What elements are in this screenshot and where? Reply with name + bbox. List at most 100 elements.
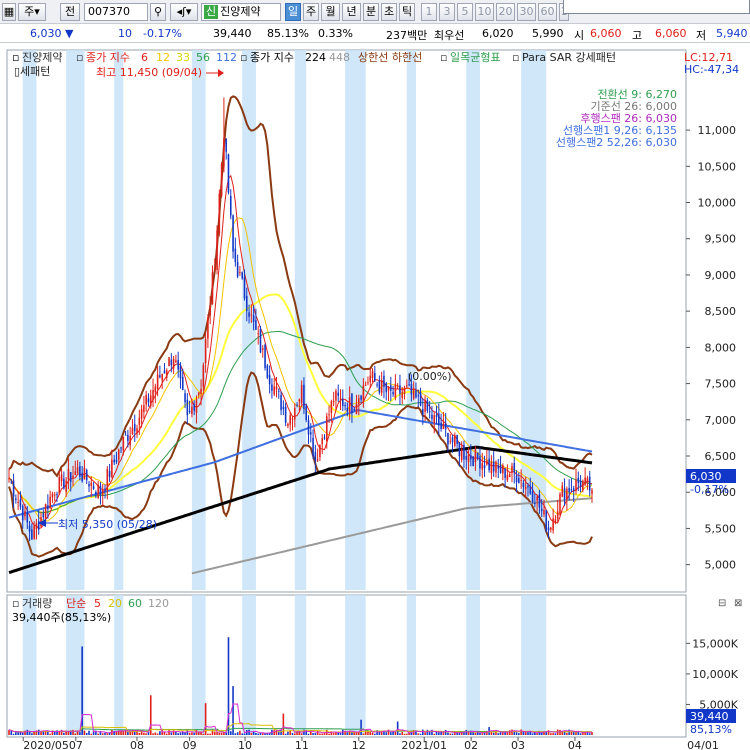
volume-bar (309, 730, 312, 735)
price-change: 10 (118, 27, 132, 40)
interval-3[interactable]: 3 (439, 3, 455, 21)
candle-body (419, 392, 422, 406)
candle-body (495, 461, 497, 473)
current-price: 6,030 ▼ (30, 27, 74, 40)
volume-bar (195, 730, 198, 735)
volume-bar (268, 732, 271, 735)
candle-body (37, 521, 40, 530)
collapse-icon[interactable]: ⊟ (718, 598, 726, 609)
vol-legend-label[interactable]: 거래량 (22, 597, 52, 610)
volume-bar (170, 732, 173, 735)
volume-bar (456, 731, 458, 735)
close-icon[interactable]: ⊠ (734, 598, 742, 609)
search-icon[interactable]: ⚲ (150, 3, 166, 21)
volume-bar (65, 731, 67, 735)
legend-ma-label[interactable]: 종가 지수 (86, 51, 130, 64)
volume-bar (305, 730, 308, 735)
candle-body (303, 384, 305, 410)
candle-body (463, 444, 465, 460)
legend-sar-label[interactable]: Para SAR 강세패턴 (522, 51, 616, 64)
vol-ma-5: 5 (94, 597, 101, 610)
legend-ma-224: 224 (305, 51, 326, 64)
candle-body (12, 480, 15, 497)
tab-period-month[interactable]: 월 (321, 3, 340, 21)
legend-bullet: ▫ (12, 51, 19, 64)
toolbar: ▦ 주▾ 전 007370 ⚲ ◂ʃ▾ 신 진양제약 일 주 월 년 분 초 틱 … (0, 0, 750, 24)
volume-bar (136, 729, 138, 735)
interval-5[interactable]: 5 (457, 3, 473, 21)
legend-ma-112: 112 (216, 51, 237, 64)
vol-tag-pct: 85,13% (690, 723, 732, 736)
candle-body (575, 479, 577, 491)
type-select[interactable]: 주▾ (18, 3, 46, 21)
volume-bar (21, 732, 24, 735)
tab-period-year[interactable]: 년 (342, 3, 361, 21)
volume-bar (122, 731, 125, 735)
candle-body (138, 417, 141, 425)
candle-body (538, 494, 541, 508)
volume-bar (289, 730, 292, 735)
candle-body (117, 449, 120, 460)
x-tick-label: 09 (183, 739, 197, 750)
legend-ma-448: 448 (329, 51, 350, 64)
candle-body (65, 480, 67, 493)
volume-bar (385, 732, 388, 735)
interval-1[interactable]: 1 (421, 3, 437, 21)
ma6-line (8, 174, 593, 530)
sound-icon[interactable]: ◂ʃ▾ (170, 3, 198, 21)
volume-bar (568, 729, 570, 735)
price-tick-label: 7,000 (705, 414, 737, 427)
code-input[interactable]: 007370 (84, 3, 148, 21)
highlight-band (191, 595, 206, 735)
volume-bar (495, 730, 497, 735)
volume-bar (369, 731, 372, 735)
candle-body (472, 456, 474, 466)
vol-ma-label[interactable]: 단순 (66, 597, 86, 610)
volume-bar (175, 731, 177, 735)
candle-body (53, 494, 56, 496)
volume-bar (362, 733, 365, 735)
legend-name[interactable]: 진양제약 (22, 50, 62, 64)
stock-name-field[interactable]: 신 진양제약 (201, 3, 281, 21)
interval-30[interactable]: 30 (517, 3, 536, 21)
price-tick-label: 8,000 (705, 341, 737, 354)
volume-bar (152, 733, 154, 735)
candle-body (236, 261, 239, 277)
tab-period-week[interactable]: 주 (303, 3, 319, 21)
volume-bar (83, 730, 86, 735)
volume-bar (499, 732, 502, 735)
volume-bar (312, 733, 314, 735)
candle-body (49, 496, 51, 509)
candle-body (259, 328, 262, 353)
volume-bar (419, 733, 422, 735)
volume-bar (88, 730, 90, 735)
tab-period-day[interactable]: 일 (285, 3, 301, 21)
legend-band-label[interactable]: 상한선 하한선 (358, 50, 422, 64)
volume-bar (275, 729, 278, 735)
volume-bar (17, 732, 19, 735)
candle-body (424, 400, 426, 412)
candle-body (588, 476, 591, 491)
legend-ma2-label[interactable]: 종가 지수 (250, 51, 294, 64)
volume-bar (492, 732, 495, 735)
candle-body (232, 215, 234, 252)
volume-bar (184, 732, 186, 735)
interval-20[interactable]: 20 (496, 3, 515, 21)
candle-body (550, 527, 552, 530)
chart-area[interactable]: 5,000 5,500 6,000 6,500 7,000 7,500 8,000 8,500… (0, 45, 750, 750)
volume-bar (424, 732, 426, 735)
tab-period-tick[interactable]: 틱 (399, 3, 415, 21)
volume-bar (172, 730, 175, 735)
interval-10[interactable]: 10 (475, 3, 494, 21)
candle-body (383, 375, 385, 387)
prefix-button[interactable]: 전 (60, 3, 80, 21)
tab-period-second[interactable]: 초 (381, 3, 397, 21)
grid-icon[interactable]: ▦ (2, 3, 16, 21)
legend-ichimoku-label[interactable]: 일목균형표 (450, 50, 501, 64)
candle-body (156, 374, 159, 389)
stock-chart[interactable]: 5,000 5,500 6,000 6,500 7,000 7,500 8,000 8,500… (0, 45, 750, 750)
interval-60[interactable]: 60 (538, 3, 557, 21)
vol-ma-20: 20 (108, 597, 122, 610)
moving-averages (8, 174, 593, 575)
tab-period-minute[interactable]: 분 (363, 3, 379, 21)
